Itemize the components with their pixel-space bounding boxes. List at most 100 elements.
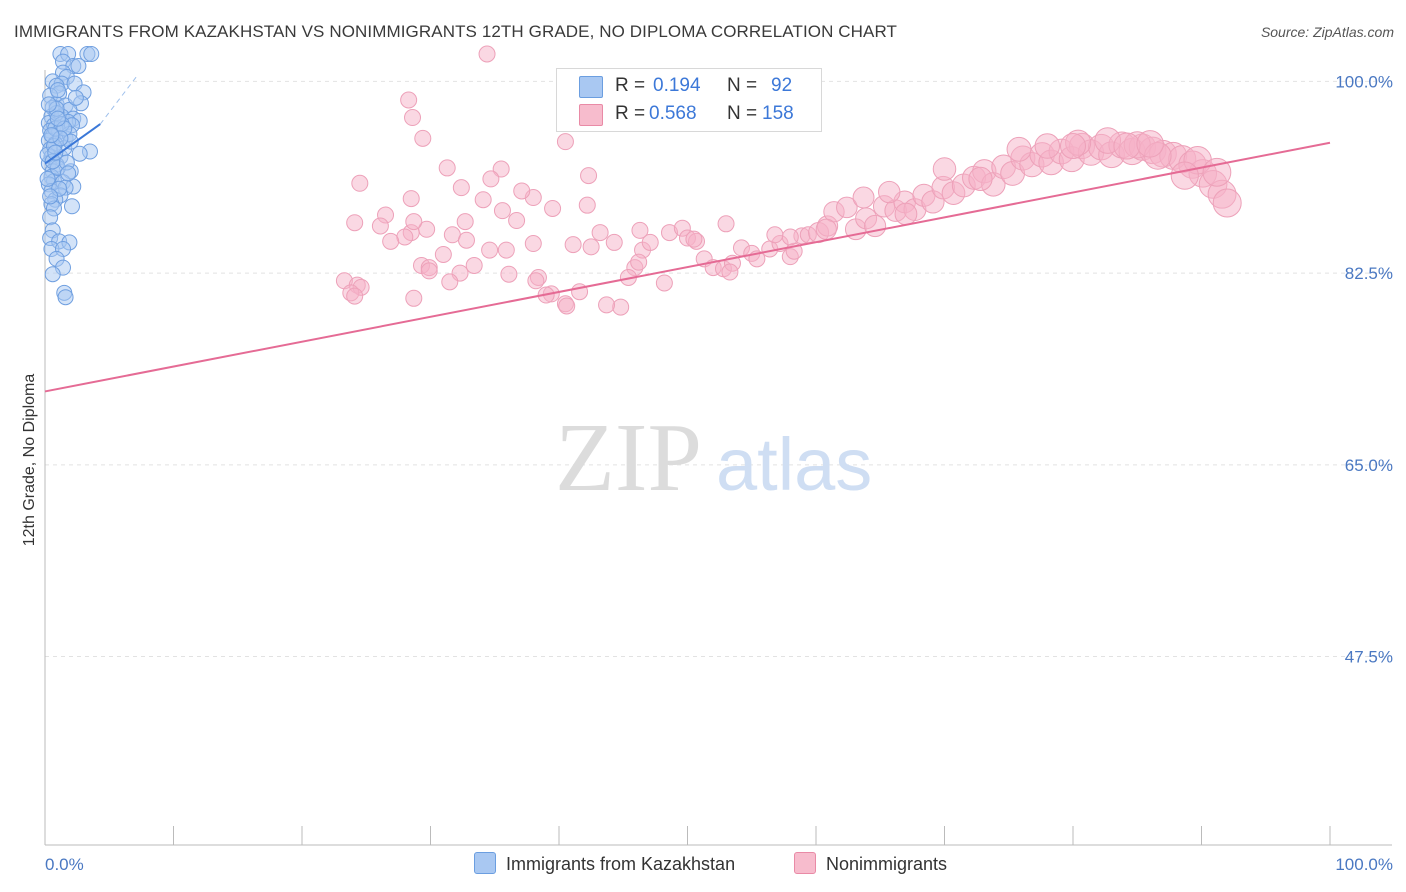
- nonimmigrants-point: [404, 109, 422, 127]
- nonimmigrants-point: [655, 274, 673, 292]
- nonimmigrants-point: [457, 231, 475, 249]
- nonimmigrants-point: [465, 256, 483, 274]
- nonimmigrants-point: [836, 196, 858, 219]
- nonimmigrants-point: [544, 199, 562, 217]
- kazakhstan-point: [44, 266, 61, 283]
- kazakhstan-points: [39, 45, 100, 306]
- kazakhstan-point: [63, 198, 80, 215]
- nonimmigrants-point: [396, 228, 414, 246]
- x-tick-label: 0.0%: [45, 855, 84, 874]
- nonimmigrants-point: [513, 182, 531, 200]
- y-tick-label: 65.0%: [1345, 456, 1393, 475]
- nonimmigrants-point: [456, 213, 474, 231]
- nonimmigrants-point: [382, 232, 400, 250]
- legend-row-kazakhstan: R = 0.194 N = 92: [557, 73, 821, 101]
- legend-r-label: R =: [615, 75, 646, 96]
- nonimmigrants-point: [1034, 133, 1061, 159]
- nonimmigrants-point: [434, 245, 452, 263]
- stats-legend: R = 0.194 N = 92 R = 0.568 N = 158: [556, 68, 822, 132]
- bottom-legend-swatch-pink: [794, 852, 816, 874]
- legend-r-label: R =: [615, 103, 646, 124]
- nonimmigrants-point: [1212, 188, 1242, 218]
- source-label: Source: ZipAtlas.com: [1260, 24, 1394, 40]
- nonimmigrants-point: [524, 235, 542, 253]
- watermark: ZIP atlas: [555, 404, 872, 512]
- kazakhstan-trend-extension: [99, 76, 137, 125]
- kazakhstan-point: [42, 188, 59, 205]
- legend-n-label: N =: [727, 75, 758, 96]
- nonimmigrants-point: [631, 221, 649, 239]
- nonimmigrants-point: [1113, 132, 1141, 160]
- nonimmigrants-point: [878, 180, 901, 204]
- nonimmigrants-point: [766, 226, 784, 244]
- bottom-legend-nonimmigrants: Nonimmigrants: [794, 852, 947, 875]
- nonimmigrants-point: [852, 186, 875, 209]
- nonimmigrants-point: [405, 213, 423, 231]
- nonimmigrants-point: [493, 202, 511, 220]
- nonimmigrants-point: [580, 167, 598, 185]
- watermark-atlas: atlas: [716, 423, 872, 506]
- kazakhstan-point: [67, 89, 84, 106]
- nonimmigrants-point: [894, 202, 918, 226]
- nonimmigrants-point: [452, 179, 470, 197]
- kazakhstan-point: [49, 82, 66, 99]
- nonimmigrants-point: [717, 215, 735, 233]
- nonimmigrants-point: [482, 170, 500, 188]
- nonimmigrants-point: [402, 190, 420, 208]
- watermark-zip: ZIP: [555, 404, 702, 512]
- kazakhstan-trend-line: [44, 123, 101, 165]
- nonimmigrants-point: [578, 196, 596, 214]
- legend-r-value: 0.568: [649, 103, 697, 124]
- legend-swatch-blue: [579, 76, 603, 98]
- tick-labels: 100.0% 82.5% 65.0% 47.5% 0.0% 100.0%: [45, 72, 1393, 874]
- kazakhstan-point: [57, 289, 74, 306]
- kazakhstan-point: [83, 45, 100, 62]
- nonimmigrants-point: [346, 287, 364, 305]
- legend-n-label: N =: [727, 103, 758, 124]
- nonimmigrants-point: [1136, 130, 1164, 158]
- kazakhstan-point: [40, 96, 57, 113]
- axes: [44, 70, 1392, 846]
- legend-swatch-pink: [579, 104, 603, 126]
- bottom-legend-swatch-blue: [474, 852, 496, 874]
- nonimmigrants-point: [414, 129, 432, 147]
- y-tick-label: 100.0%: [1335, 72, 1393, 91]
- bottom-legend-label: Immigrants from Kazakhstan: [506, 854, 736, 874]
- nonimmigrants-point: [641, 233, 659, 251]
- nonimmigrants-trend-line: [44, 141, 1331, 393]
- nonimmigrants-point: [558, 297, 576, 315]
- kazakhstan-point: [42, 209, 59, 226]
- nonimmigrants-point: [815, 218, 837, 240]
- legend-n-value: 158: [762, 103, 794, 124]
- nonimmigrants-point: [556, 133, 574, 151]
- nonimmigrants-point: [591, 224, 609, 242]
- nonimmigrants-point: [478, 45, 496, 63]
- nonimmigrants-point: [605, 233, 623, 251]
- bottom-legend-kazakhstan: Immigrants from Kazakhstan: [474, 852, 735, 875]
- nonimmigrants-point: [721, 263, 739, 281]
- y-tick-label: 47.5%: [1345, 648, 1393, 667]
- nonimmigrants-point: [405, 289, 423, 307]
- nonimmigrants-point: [864, 214, 887, 238]
- legend-n-value: 92: [771, 75, 793, 96]
- nonimmigrants-point: [1060, 133, 1086, 160]
- nonimmigrants-point: [508, 212, 526, 230]
- nonimmigrants-point: [1170, 161, 1199, 190]
- nonimmigrants-points: [335, 45, 1242, 316]
- nonimmigrants-point: [685, 230, 703, 248]
- trend-lines: [44, 76, 1331, 393]
- nonimmigrants-point: [1006, 136, 1032, 162]
- nonimmigrants-point: [481, 241, 499, 259]
- nonimmigrants-point: [400, 91, 418, 109]
- nonimmigrants-point: [420, 262, 438, 280]
- kazakhstan-point: [71, 145, 88, 162]
- y-tick-label: 82.5%: [1345, 264, 1393, 283]
- legend-r-value: 0.194: [653, 75, 701, 96]
- nonimmigrants-point: [371, 217, 389, 235]
- nonimmigrants-point: [474, 191, 492, 209]
- nonimmigrants-point: [492, 160, 510, 178]
- kazakhstan-point: [60, 165, 77, 182]
- bottom-legend-label: Nonimmigrants: [826, 854, 948, 874]
- nonimmigrants-point: [582, 238, 600, 256]
